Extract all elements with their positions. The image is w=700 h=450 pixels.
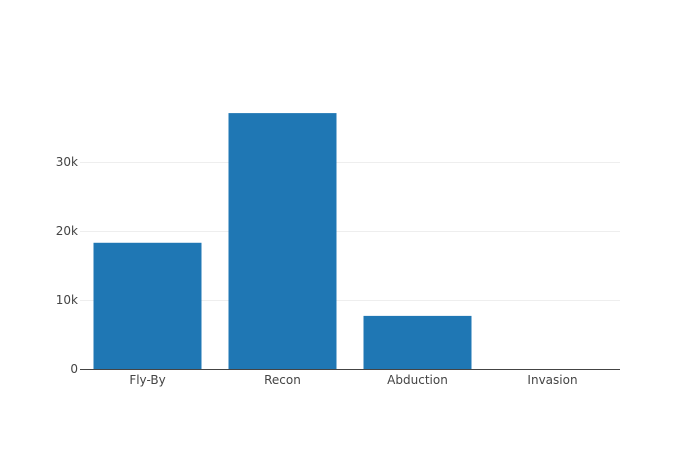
bars	[93, 113, 472, 369]
x-tick-label: Recon	[264, 373, 301, 387]
x-tick-label: Invasion	[527, 373, 577, 387]
y-tick-label: 0	[70, 362, 78, 376]
y-tick-label: 30k	[56, 155, 78, 169]
x-tick-label: Abduction	[387, 373, 448, 387]
bar-recon[interactable]	[228, 113, 337, 369]
y-tick-label: 10k	[56, 293, 78, 307]
y-tick-label: 20k	[56, 224, 78, 238]
y-tick-labels: 0 10k 20k 30k	[56, 155, 78, 376]
x-tick-labels: Fly-By Recon Abduction Invasion	[129, 373, 577, 387]
x-tick-label: Fly-By	[129, 373, 165, 387]
bar-fly-by[interactable]	[93, 242, 202, 369]
bar-abduction[interactable]	[363, 315, 472, 369]
